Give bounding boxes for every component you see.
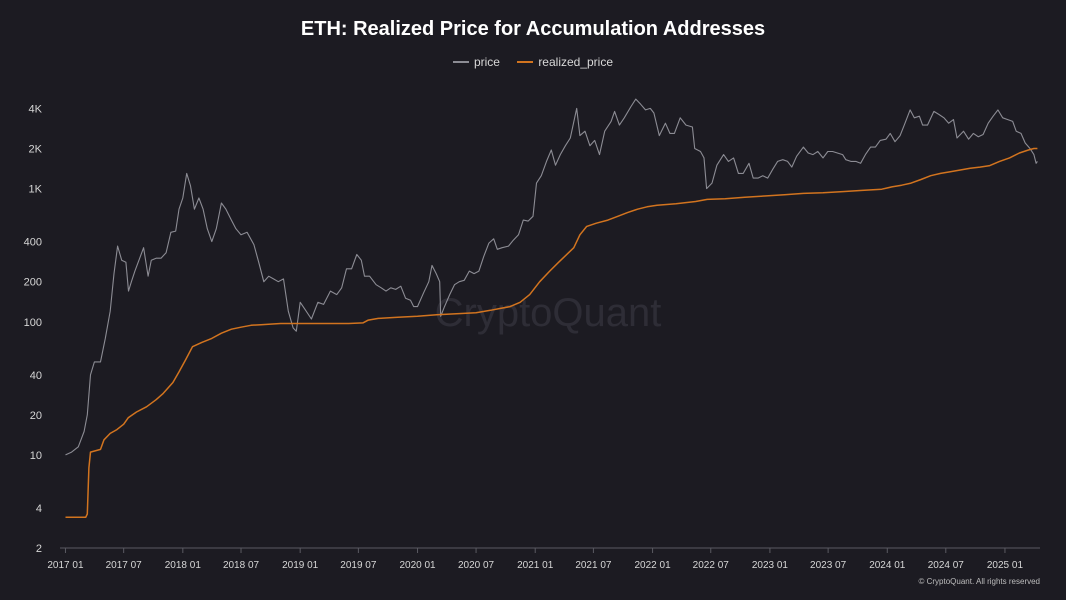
- y-tick-label: 400: [24, 237, 42, 249]
- x-tick-label: 2021 07: [575, 560, 612, 571]
- x-tick-label: 2018 01: [165, 560, 202, 571]
- y-tick-label: 4K: [29, 103, 43, 115]
- y-tick-label: 10: [30, 450, 42, 462]
- x-tick-label: 2024 01: [869, 560, 906, 571]
- x-tick-label: 2019 01: [282, 560, 319, 571]
- x-tick-label: 2017 07: [106, 560, 143, 571]
- chart-title: ETH: Realized Price for Accumulation Add…: [300, 18, 766, 40]
- y-tick-label: 200: [24, 277, 42, 289]
- y-axis: 2 4 10 20 40 100 200 400 1K 2K 4K: [24, 103, 43, 555]
- y-tick-label: 40: [30, 370, 42, 382]
- y-tick-label: 100: [24, 317, 42, 329]
- legend-swatch-price: [452, 61, 469, 63]
- y-tick-label: 2K: [29, 144, 43, 156]
- x-tick-label: 2024 07: [928, 560, 965, 571]
- x-tick-label: 2020 07: [458, 560, 495, 571]
- x-tick-label: 2023 01: [752, 560, 789, 571]
- copyright-footer: © CryptoQuant. All rights reserved: [918, 577, 1041, 586]
- legend-label-price: price: [473, 55, 500, 69]
- x-tick-label: 2020 01: [399, 560, 436, 571]
- legend-item-price[interactable]: price: [452, 55, 500, 69]
- legend-label-realized-price: realized_price: [538, 55, 614, 69]
- y-tick-label: 2: [36, 543, 42, 555]
- legend-swatch-realized-price: [517, 61, 534, 63]
- x-tick-label: 2019 07: [340, 560, 377, 571]
- x-tick-label: 2021 01: [517, 560, 554, 571]
- x-tick-label: 2022 01: [634, 560, 671, 571]
- x-tick-label: 2022 07: [693, 560, 730, 571]
- series-lines: [65, 98, 1038, 519]
- x-axis: 2017 01 2017 07 2018 01 2018 07 2019 01 2019 …: [47, 547, 1040, 571]
- x-tick-label: 2017 01: [47, 560, 84, 571]
- x-tick-label: 2018 07: [223, 560, 260, 571]
- series-line-price[interactable]: [65, 98, 1038, 456]
- legend: price realized_price: [0, 52, 1066, 69]
- y-tick-label: 1K: [29, 184, 43, 196]
- x-tick-label: 2023 07: [810, 560, 847, 571]
- x-tick-label: 2025 01: [987, 560, 1024, 571]
- y-tick-label: 20: [30, 410, 42, 422]
- series-line-realized-price[interactable]: [65, 147, 1038, 519]
- legend-item-realized-price[interactable]: realized_price: [517, 55, 613, 69]
- y-tick-label: 4: [36, 503, 42, 515]
